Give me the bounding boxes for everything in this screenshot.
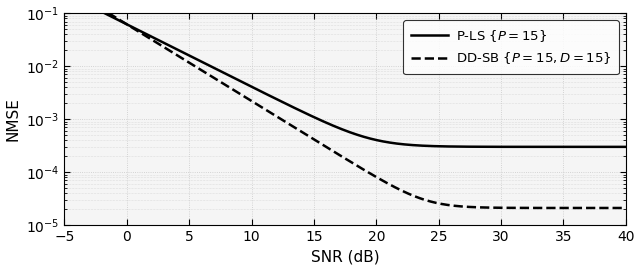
P-LS $\{P = 15\}$ <box>333 126 341 129</box>
DD-SB $\{P = 15, D = 15\}$ <box>319 143 326 146</box>
P-LS $\{P = 15\}$ <box>622 145 630 149</box>
DD-SB $\{P = 15, D = 15\}$ <box>605 206 613 210</box>
P-LS $\{P = 15\}$ <box>502 145 510 149</box>
Y-axis label: NMSE: NMSE <box>6 97 20 141</box>
DD-SB $\{P = 15, D = 15\}$ <box>502 206 510 210</box>
DD-SB $\{P = 15, D = 15\}$ <box>89 2 97 5</box>
DD-SB $\{P = 15, D = 15\}$ <box>622 206 630 210</box>
Legend: P-LS $\{P = 15\}$, DD-SB $\{P = 15, D = 15\}$: P-LS $\{P = 15\}$, DD-SB $\{P = 15, D = … <box>403 20 619 74</box>
DD-SB $\{P = 15, D = 15\}$ <box>333 152 341 156</box>
Line: DD-SB $\{P = 15, D = 15\}$: DD-SB $\{P = 15, D = 15\}$ <box>65 0 626 208</box>
P-LS $\{P = 15\}$ <box>319 119 326 123</box>
Line: P-LS $\{P = 15\}$: P-LS $\{P = 15\}$ <box>65 0 626 147</box>
P-LS $\{P = 15\}$ <box>89 6 97 9</box>
DD-SB $\{P = 15, D = 15\}$ <box>605 206 613 210</box>
P-LS $\{P = 15\}$ <box>605 145 613 149</box>
P-LS $\{P = 15\}$ <box>605 145 613 149</box>
X-axis label: SNR (dB): SNR (dB) <box>311 249 380 264</box>
